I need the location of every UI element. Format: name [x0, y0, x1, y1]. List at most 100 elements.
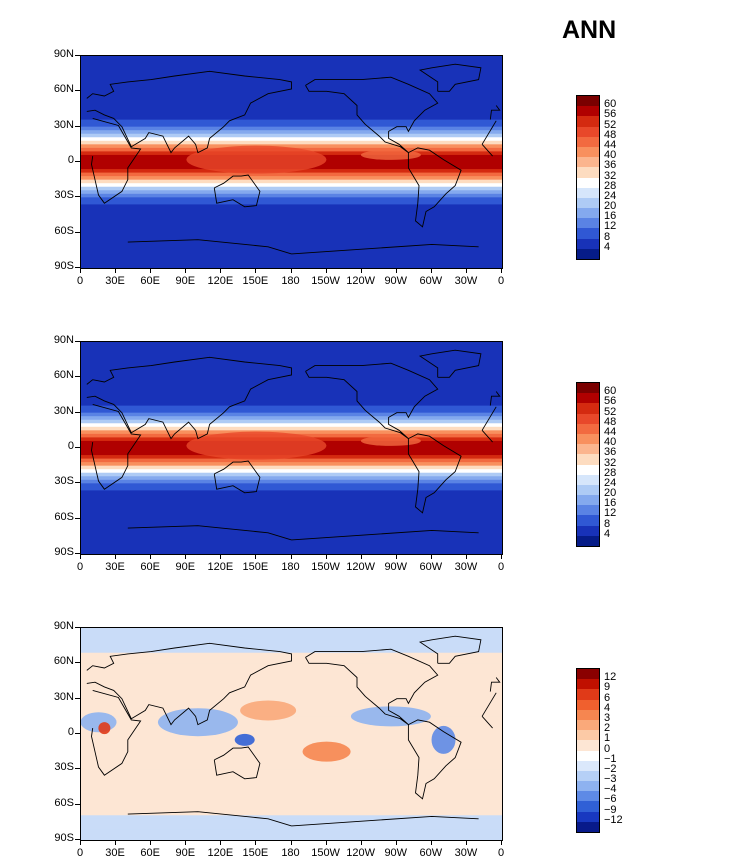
lon-tick-mark — [360, 268, 362, 273]
colorbar-swatch — [577, 157, 599, 168]
map-field — [81, 56, 502, 268]
lon-tick-label: 30W — [454, 847, 478, 859]
lat-tick-mark — [75, 55, 80, 56]
colorbar-label: 60 — [604, 385, 617, 398]
colorbar-swatch — [577, 730, 599, 741]
lat-tick-mark — [75, 733, 80, 734]
colorbar-swatch — [577, 750, 599, 761]
lat-tick-label: 0 — [67, 726, 74, 738]
lon-tick-mark — [465, 268, 467, 273]
colorbar-label: 16 — [604, 497, 617, 510]
colorbar-swatch — [577, 413, 599, 424]
colorbar — [576, 668, 600, 833]
lon-tick-label: 60W — [419, 561, 443, 573]
lat-tick-mark — [75, 90, 80, 92]
lon-tick-label: 0 — [76, 275, 84, 287]
lon-tick-label: 60E — [140, 847, 160, 859]
colorbar-label: −12 — [604, 813, 623, 826]
lon-tick-label: 180 — [281, 561, 300, 573]
lon-tick-label: 30E — [105, 561, 125, 573]
colorbar-label: 24 — [604, 476, 617, 489]
lon-tick-mark — [220, 268, 222, 273]
colorbar-label: 40 — [604, 436, 617, 449]
colorbar-swatch — [577, 248, 599, 259]
colorbar-swatch — [577, 770, 599, 782]
lon-tick-label: 150W — [311, 847, 340, 859]
lat-tick-mark — [75, 231, 80, 233]
colorbar-swatch — [577, 484, 599, 496]
lat-tick-label: 60S — [54, 224, 74, 237]
colorbar-label: −1 — [604, 752, 617, 765]
lat-tick-label: 0 — [67, 440, 74, 452]
lat-tick-label: 0 — [67, 154, 74, 166]
lon-tick-label: 90E — [175, 275, 196, 287]
lon-tick-mark — [80, 840, 81, 845]
lat-tick-label: 30S — [54, 761, 74, 774]
colorbar-label: 0 — [604, 742, 611, 755]
colorbar-swatch — [577, 781, 599, 792]
lat-tick-label: 90N — [53, 334, 74, 346]
colorbar-label: −2 — [604, 762, 617, 775]
colorbar-label: 1 — [604, 732, 611, 745]
lon-tick-mark — [185, 268, 187, 273]
colorbar-label: 32 — [604, 456, 617, 469]
lon-tick-mark — [325, 840, 327, 845]
colorbar-swatch — [577, 464, 599, 475]
lon-tick-mark — [290, 554, 292, 559]
colorbar-swatch — [577, 454, 599, 465]
lon-tick-label: 0 — [497, 561, 505, 573]
lon-tick-label: 60E — [140, 561, 160, 573]
lon-tick-mark — [220, 554, 222, 559]
lon-tick-mark — [150, 554, 152, 559]
colorbar-label: 36 — [604, 159, 617, 172]
lon-tick-label: 60W — [419, 847, 443, 859]
lon-tick-label: 120W — [346, 561, 376, 573]
lon-tick-mark — [150, 268, 152, 273]
colorbar-swatch — [577, 811, 599, 822]
lat-tick-mark — [75, 517, 80, 519]
lat-tick-mark — [75, 553, 80, 554]
lon-tick-label: 90E — [175, 561, 196, 573]
colorbar-swatch — [577, 679, 599, 690]
lon-tick-mark — [220, 840, 222, 845]
map-plot — [80, 341, 503, 555]
lon-tick-label: 0 — [497, 847, 505, 859]
lat-tick-mark — [75, 627, 80, 628]
colorbar-label: 56 — [604, 395, 617, 408]
lon-tick-mark — [395, 268, 397, 273]
lon-tick-label: 0 — [76, 561, 84, 573]
colorbar-label: 6 — [604, 691, 611, 704]
colorbar-swatch — [577, 403, 599, 414]
colorbar-label: 9 — [604, 681, 611, 694]
lat-tick-mark — [75, 161, 80, 162]
lon-tick-mark — [501, 840, 502, 845]
colorbar-swatch — [577, 474, 599, 485]
season-label: ANN — [562, 16, 617, 44]
lat-tick-label: 90S — [54, 832, 74, 844]
colorbar-label: 4 — [604, 240, 611, 253]
colorbar-swatch — [577, 791, 599, 802]
lon-tick-mark — [255, 268, 257, 273]
colorbar-label: 52 — [604, 118, 617, 131]
colorbar-swatch — [577, 495, 599, 506]
colorbar — [576, 382, 600, 547]
lon-tick-label: 120W — [346, 275, 376, 287]
lon-tick-label: 150W — [311, 275, 340, 287]
colorbar-label: 48 — [604, 128, 617, 141]
lon-tick-mark — [290, 268, 292, 273]
lat-tick-mark — [75, 411, 80, 413]
lat-tick-label: 30N — [53, 690, 74, 703]
colorbar-swatch — [577, 444, 599, 455]
lat-tick-mark — [75, 803, 80, 805]
map-field — [81, 628, 502, 840]
colorbar-swatch — [577, 669, 599, 680]
lon-tick-label: 120E — [207, 561, 234, 573]
colorbar-label: 24 — [604, 189, 617, 202]
lat-tick-label: 90S — [54, 260, 74, 272]
lat-tick-label: 30S — [54, 475, 74, 488]
colorbar-label: 12 — [604, 507, 617, 520]
lat-tick-label: 90N — [53, 48, 74, 60]
lon-tick-label: 120W — [346, 847, 376, 859]
lon-tick-mark — [80, 268, 81, 273]
colorbar-label: 3 — [604, 711, 611, 724]
